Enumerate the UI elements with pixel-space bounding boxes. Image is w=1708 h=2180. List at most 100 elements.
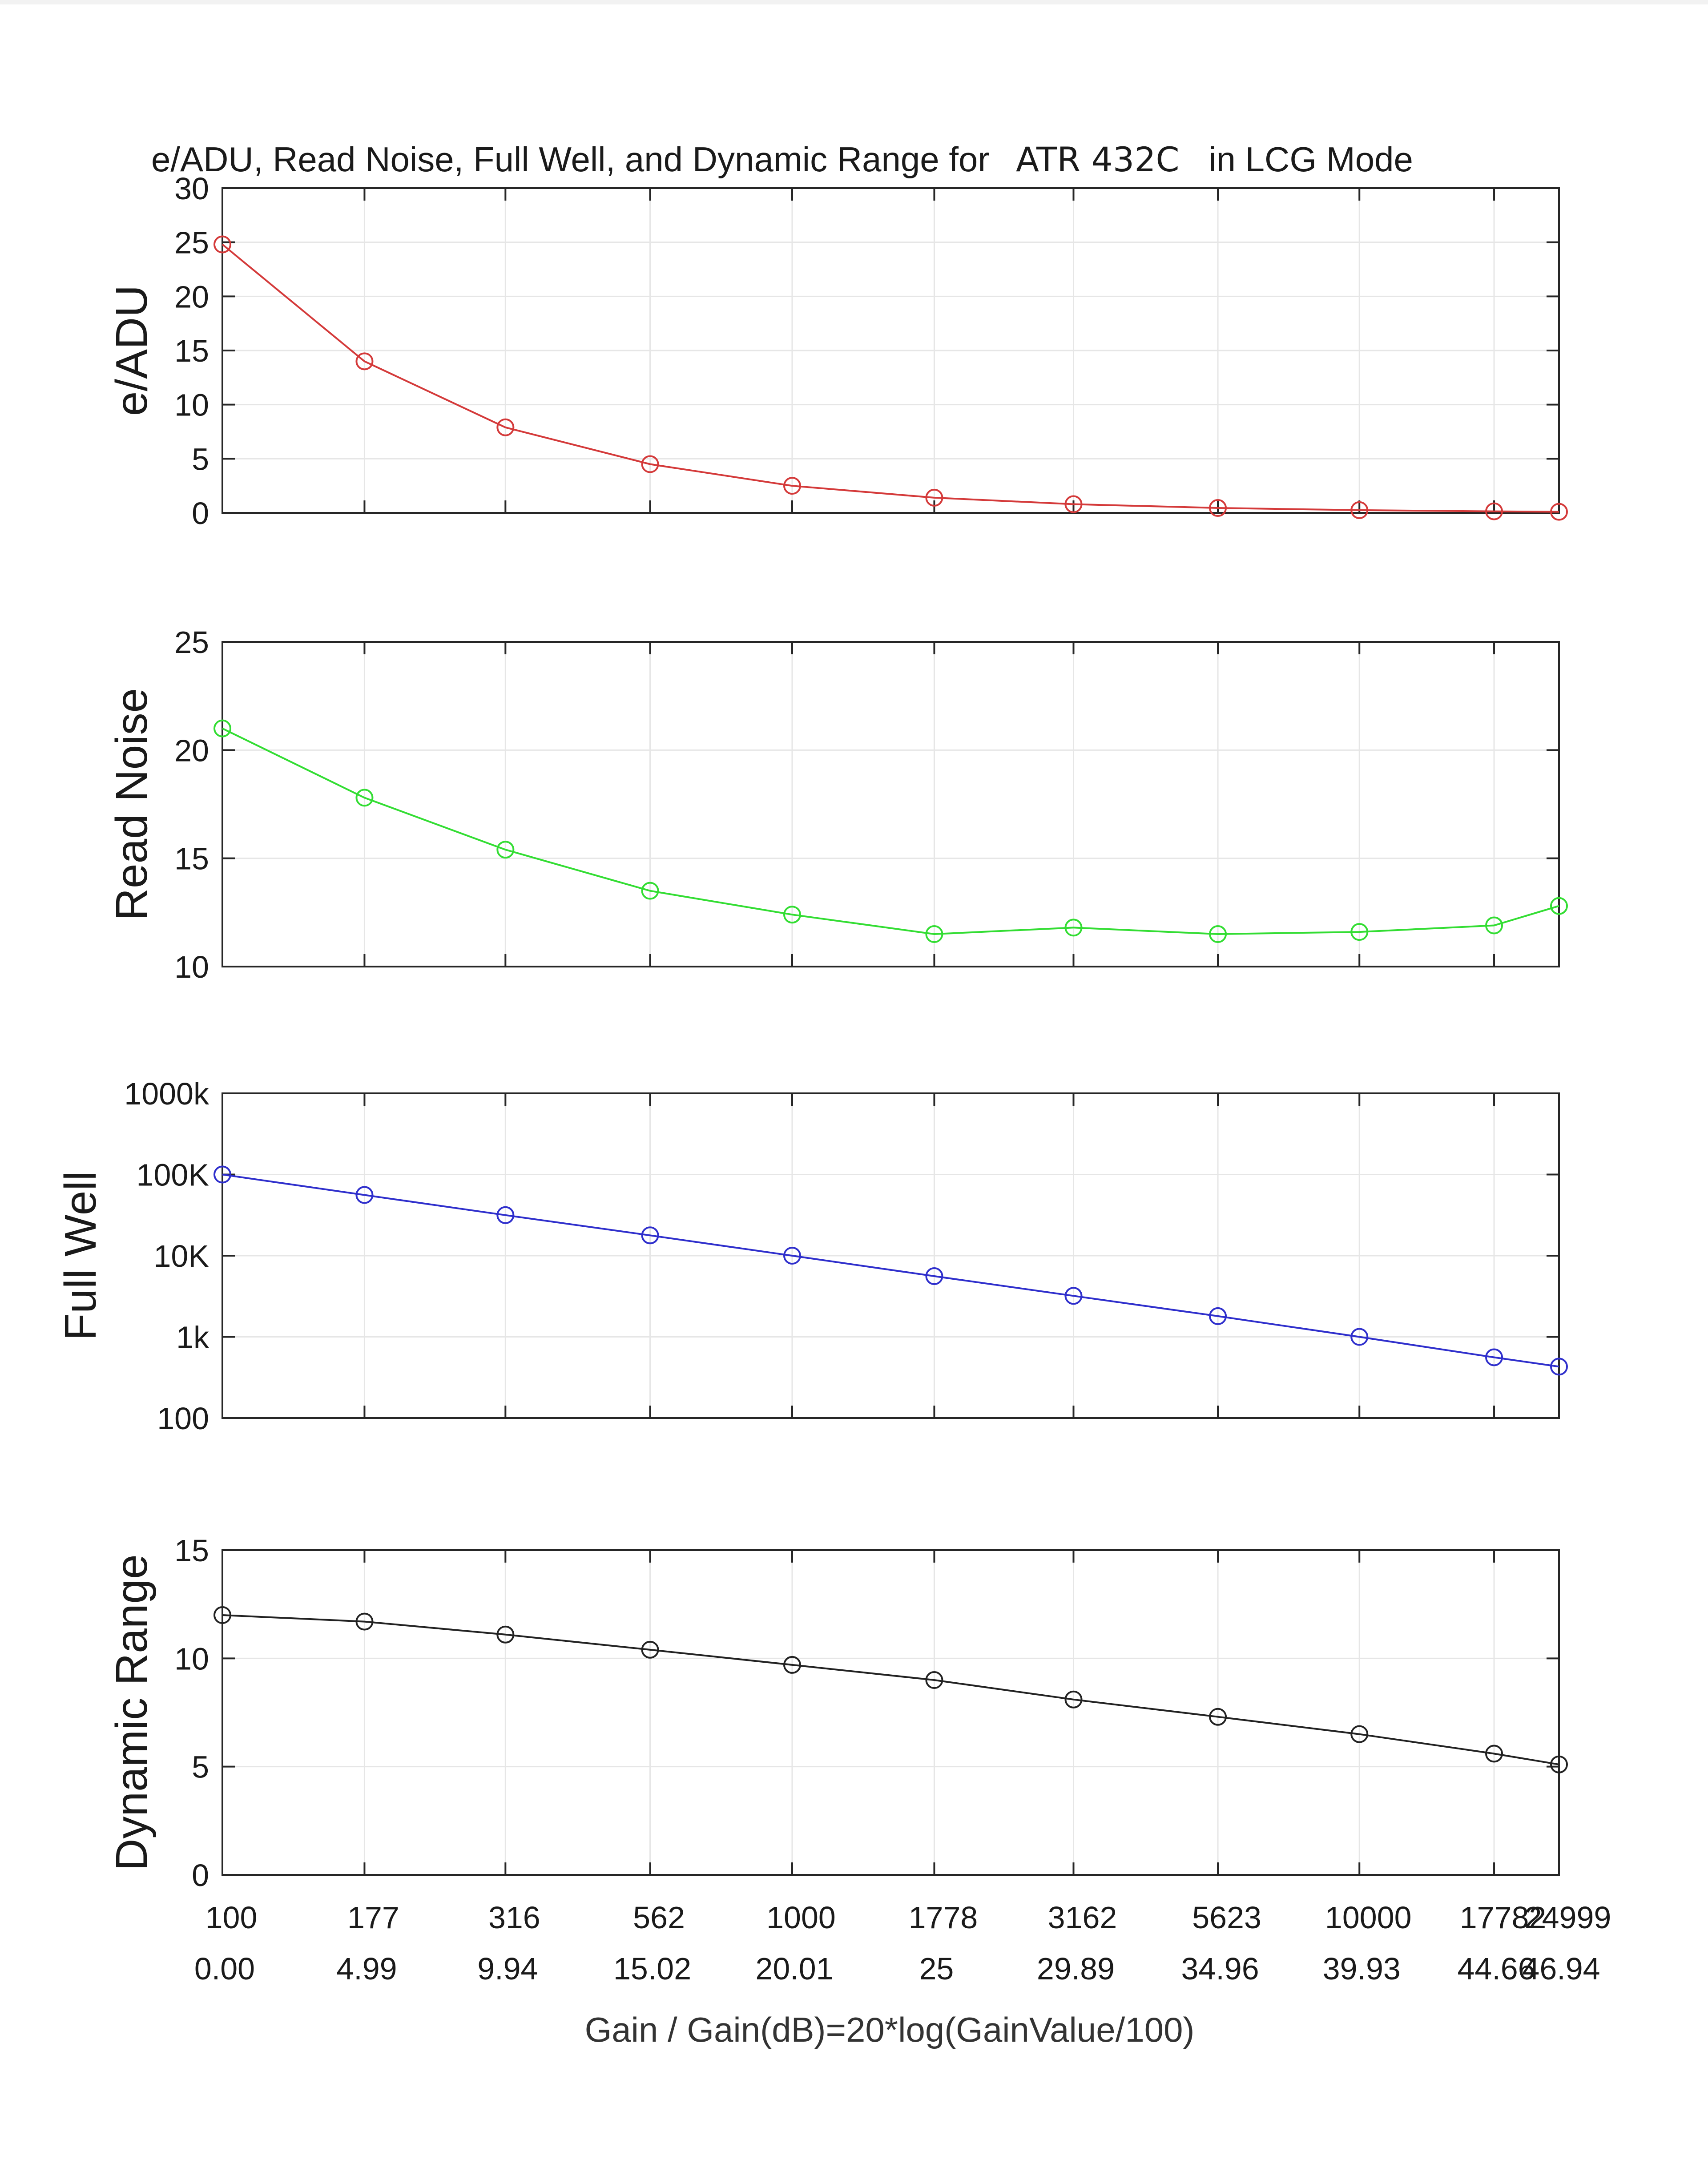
data-point: [1064, 495, 1083, 513]
data-point: [641, 1640, 659, 1659]
data-point: [214, 1165, 231, 1184]
data-point: [355, 352, 374, 371]
x-tick-db-label: 39.93: [1323, 1951, 1401, 1986]
y-axis-label: e/ADU: [107, 285, 157, 416]
data-point: [496, 418, 515, 436]
shared-x-axis: 100 0.00 177 4.99 316 9.94 562 15.02 1000 20.01 17…: [194, 1900, 1611, 1986]
chart-title-suffix: in LCG Mode: [1208, 140, 1413, 179]
data-point: [496, 841, 515, 859]
panel-2: 10 15 20 25 Read Noise: [107, 625, 1568, 984]
x-tick-label: 17782: [1460, 1900, 1547, 1935]
y-tick-label: 25: [174, 226, 209, 260]
data-point: [925, 925, 943, 943]
data-point: [783, 906, 801, 924]
panel-3: 100 1k 10K 100K 1000k Full Well: [56, 1076, 1568, 1436]
data-point: [1350, 923, 1369, 941]
data-point: [783, 1247, 801, 1265]
y-tick-label: 0: [192, 1858, 209, 1893]
y-axis-label: Read Noise: [107, 688, 157, 921]
y-tick-label: 1k: [176, 1320, 209, 1355]
y-tick-label: 100K: [137, 1158, 209, 1193]
data-point: [641, 1226, 659, 1245]
data-point: [925, 1671, 943, 1689]
data-point: [1209, 1708, 1227, 1726]
data-point: [1485, 502, 1503, 520]
y-tick-label: 25: [174, 625, 209, 660]
data-point: [1550, 897, 1568, 915]
data-point: [214, 235, 231, 254]
y-tick-label: 100: [157, 1401, 209, 1436]
x-tick-db-label: 34.96: [1181, 1951, 1259, 1986]
data-point: [925, 1267, 943, 1285]
x-tick-label: 3162: [1048, 1900, 1117, 1935]
chart-title-main: e/ADU, Read Noise, Full Well, and Dynami…: [151, 140, 989, 179]
x-tick-db-label: 15.02: [613, 1951, 691, 1986]
x-tick-db-label: 25: [919, 1951, 954, 1986]
data-point: [1350, 501, 1369, 519]
data-point: [641, 455, 659, 473]
data-point: [214, 719, 231, 737]
y-tick-label: 20: [174, 279, 209, 314]
series-line: [222, 1614, 1559, 1765]
x-axis-title: Gain / Gain(dB)=20*log(GainValue/100): [585, 2010, 1195, 2049]
x-tick-label: 562: [633, 1900, 685, 1935]
data-point: [1550, 1755, 1568, 1773]
y-tick-label: 10: [174, 950, 209, 984]
x-tick-label: 5623: [1192, 1900, 1261, 1935]
y-tick-label: 5: [192, 1750, 209, 1785]
y-tick-label: 15: [174, 842, 209, 876]
x-tick-db-label: 20.01: [755, 1951, 833, 1986]
data-point: [1064, 1287, 1083, 1305]
y-tick-label: 10K: [153, 1239, 209, 1273]
data-point: [1064, 1690, 1083, 1709]
x-tick-label: 100: [205, 1900, 258, 1935]
x-tick-label: 1778: [909, 1900, 978, 1935]
panel-4: 0 5 10 15 Dynamic Range: [107, 1533, 1568, 1893]
data-point: [1485, 1348, 1503, 1366]
data-point: [1064, 919, 1083, 937]
data-point: [1485, 1745, 1503, 1763]
y-tick-label: 15: [174, 1533, 209, 1568]
x-tick-db-label: 29.89: [1037, 1951, 1115, 1986]
y-tick-label: 1000k: [124, 1076, 209, 1111]
data-point: [783, 1656, 801, 1674]
y-axis-label: Dynamic Range: [107, 1554, 157, 1870]
panel-frame: [222, 641, 1560, 967]
panel-frame: [222, 1549, 1560, 1876]
data-point: [496, 1625, 515, 1644]
y-tick-label: 15: [174, 334, 209, 368]
x-tick-db-label: 9.94: [477, 1951, 538, 1986]
y-tick-label: 0: [192, 496, 209, 531]
x-tick-label: 10000: [1325, 1900, 1412, 1935]
data-point: [496, 1206, 515, 1224]
x-tick-label: 316: [488, 1900, 540, 1935]
y-tick-label: 10: [174, 1641, 209, 1676]
x-tick-db-label: 4.99: [336, 1951, 397, 1986]
x-tick-label: 24999: [1525, 1900, 1611, 1935]
data-point: [641, 882, 659, 900]
data-point: [355, 1612, 374, 1631]
x-tick-db-label: 0.00: [194, 1951, 255, 1986]
data-point: [1209, 1307, 1227, 1325]
data-point: [925, 488, 943, 507]
data-point: [214, 1606, 231, 1624]
x-tick-label: 177: [347, 1900, 399, 1935]
panel-frame: [222, 187, 1560, 514]
series-line: [222, 243, 1559, 513]
data-point: [1550, 503, 1568, 521]
series-line: [222, 727, 1559, 935]
y-tick-label: 10: [174, 388, 209, 423]
data-point: [355, 1186, 374, 1204]
x-tick-db-label: 46.94: [1522, 1951, 1600, 1986]
y-tick-label: 20: [174, 733, 209, 768]
panel-frame: [222, 1092, 1560, 1419]
panel-1: 0 5 10 15 20 25 30 e/ADU: [107, 171, 1568, 531]
y-axis-label: Full Well: [56, 1171, 105, 1341]
y-tick-label: 30: [174, 171, 209, 206]
data-point: [1350, 1725, 1369, 1743]
y-tick-label: 5: [192, 442, 209, 476]
series-line: [222, 1173, 1559, 1368]
data-point: [1485, 916, 1503, 935]
